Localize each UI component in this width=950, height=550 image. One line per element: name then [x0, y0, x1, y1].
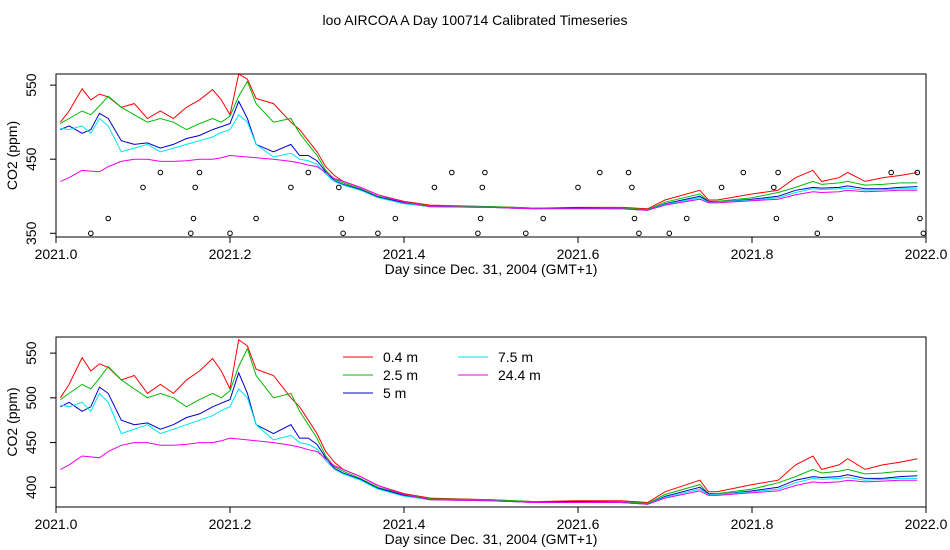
chart-1-scatter-point [88, 230, 94, 237]
chart-2-y-tick-label: 450 [23, 431, 39, 455]
chart-2-x-tick-label: 2021.0 [35, 516, 78, 532]
chart-2-series-line-4 [60, 437, 918, 505]
chart-1-scatter-point [636, 230, 642, 237]
chart-1-scatter-point [475, 230, 481, 237]
chart-1-series-line-3 [60, 114, 918, 211]
chart-1-scatter-point [449, 169, 455, 176]
chart-1-scatter-point [338, 215, 345, 222]
chart-1-scatter-point [773, 215, 780, 222]
chart-1-scatter-point [683, 215, 690, 222]
chart-1-scatter-point [192, 184, 198, 191]
chart-1-series-line-1 [60, 80, 918, 211]
chart-2-legend-label: 24.4 m [498, 367, 541, 383]
chart-1-scatter-point [253, 215, 259, 222]
chart-1-scatter-point [540, 215, 547, 222]
chart-1-x-axis-label: Day since Dec. 31, 2004 (GMT+1) [385, 261, 598, 277]
chart-1-series-line-0 [60, 73, 918, 210]
chart-2-y-axis-label: CO2 (ppm) [4, 387, 20, 456]
chart-1-scatter-point [631, 215, 638, 222]
chart-2-x-tick-label: 2021.4 [383, 516, 426, 532]
chart-2-legend-label: 0.4 m [383, 349, 418, 365]
chart-2-series-line-1 [60, 347, 918, 504]
chart-1-scatter-point [196, 169, 203, 176]
chart-1-x-tick-label: 2022.0 [905, 246, 948, 262]
chart-1-scatter-point [523, 230, 529, 237]
chart-1-scatter-point [392, 215, 399, 222]
chart-1-scatter-point [105, 215, 111, 222]
chart-1-scatter-point [188, 230, 194, 237]
chart-1-scatter-point [575, 184, 581, 191]
chart-2-series-line-2 [60, 371, 918, 505]
chart-1-scatter-point [740, 169, 747, 176]
chart-2-x-axis-label: Day since Dec. 31, 2004 (GMT+1) [385, 531, 598, 547]
chart-1-x-tick-label: 2021.4 [383, 246, 426, 262]
chart-1-y-tick-label: 450 [23, 147, 39, 171]
chart-1-scatter-point [305, 169, 312, 176]
chart-1-plot-frame [55, 73, 927, 238]
chart-2-series-line-0 [59, 338, 918, 504]
chart-1-scatter-point [340, 230, 346, 237]
chart-1-scatter-point [666, 230, 673, 237]
chart-1-x-tick-label: 2021.6 [557, 246, 600, 262]
chart-1-y-tick-label: 350 [23, 221, 39, 245]
chart-2-x-tick-label: 2021.8 [731, 516, 774, 532]
chart-1-scatter-point [431, 184, 438, 191]
chart-2-y-tick-label: 550 [23, 341, 39, 365]
chart-1-x-tick-label: 2021.8 [731, 246, 774, 262]
chart-1-x-tick-label: 2021.2 [209, 246, 252, 262]
chart-1-y-axis-label: CO2 (ppm) [4, 121, 20, 190]
chart-1-scatter-point [479, 184, 486, 191]
chart-1-scatter-point [288, 184, 294, 191]
chart-1-scatter-point [140, 184, 146, 191]
chart-1-scatter-point [775, 169, 781, 176]
chart-2-series-line-3 [60, 388, 918, 505]
chart-2-y-tick-label: 400 [23, 475, 39, 499]
chart-2-y-tick-label: 500 [23, 386, 39, 410]
chart-1-series-line-2 [60, 100, 918, 211]
chart-1-scatter-point [482, 169, 488, 176]
chart-1-scatter-point [718, 184, 725, 191]
chart-1-scatter-point [888, 169, 895, 176]
chart-2-legend-label: 5 m [383, 385, 406, 401]
chart-1-y-tick-label: 550 [23, 73, 39, 97]
chart-2-x-tick-label: 2021.6 [557, 516, 600, 532]
chart-1-x-tick-label: 2021.0 [35, 246, 78, 262]
chart-2-x-tick-label: 2021.2 [209, 516, 252, 532]
chart-1-scatter-point [917, 215, 923, 222]
chart-2-plot-frame [55, 336, 927, 508]
chart-1-scatter-point [914, 169, 921, 176]
chart-1-scatter-point [814, 230, 821, 237]
chart-1-scatter-point [190, 215, 197, 222]
chart-1-scatter-point [629, 184, 635, 191]
chart-2-legend-label: 2.5 m [383, 367, 418, 383]
chart-1-scatter-point [827, 215, 834, 222]
chart-1-scatter-point [227, 230, 233, 237]
chart-1-scatter-point [771, 184, 777, 191]
chart-2-x-tick-label: 2022.0 [905, 516, 948, 532]
chart-1-scatter-point [375, 230, 381, 237]
chart-2-legend-label: 7.5 m [498, 349, 533, 365]
chart-1-scatter-point [157, 169, 164, 176]
chart-1-scatter-point [477, 215, 484, 222]
chart-1-scatter-point [336, 184, 342, 191]
chart-1-series-line-4 [60, 154, 918, 211]
page-title: loo AIRCOA A Day 100714 Calibrated Times… [322, 12, 627, 28]
chart-1-scatter-point [625, 169, 632, 176]
chart-1-scatter-point [920, 230, 927, 237]
chart-1-scatter-point [597, 169, 603, 176]
